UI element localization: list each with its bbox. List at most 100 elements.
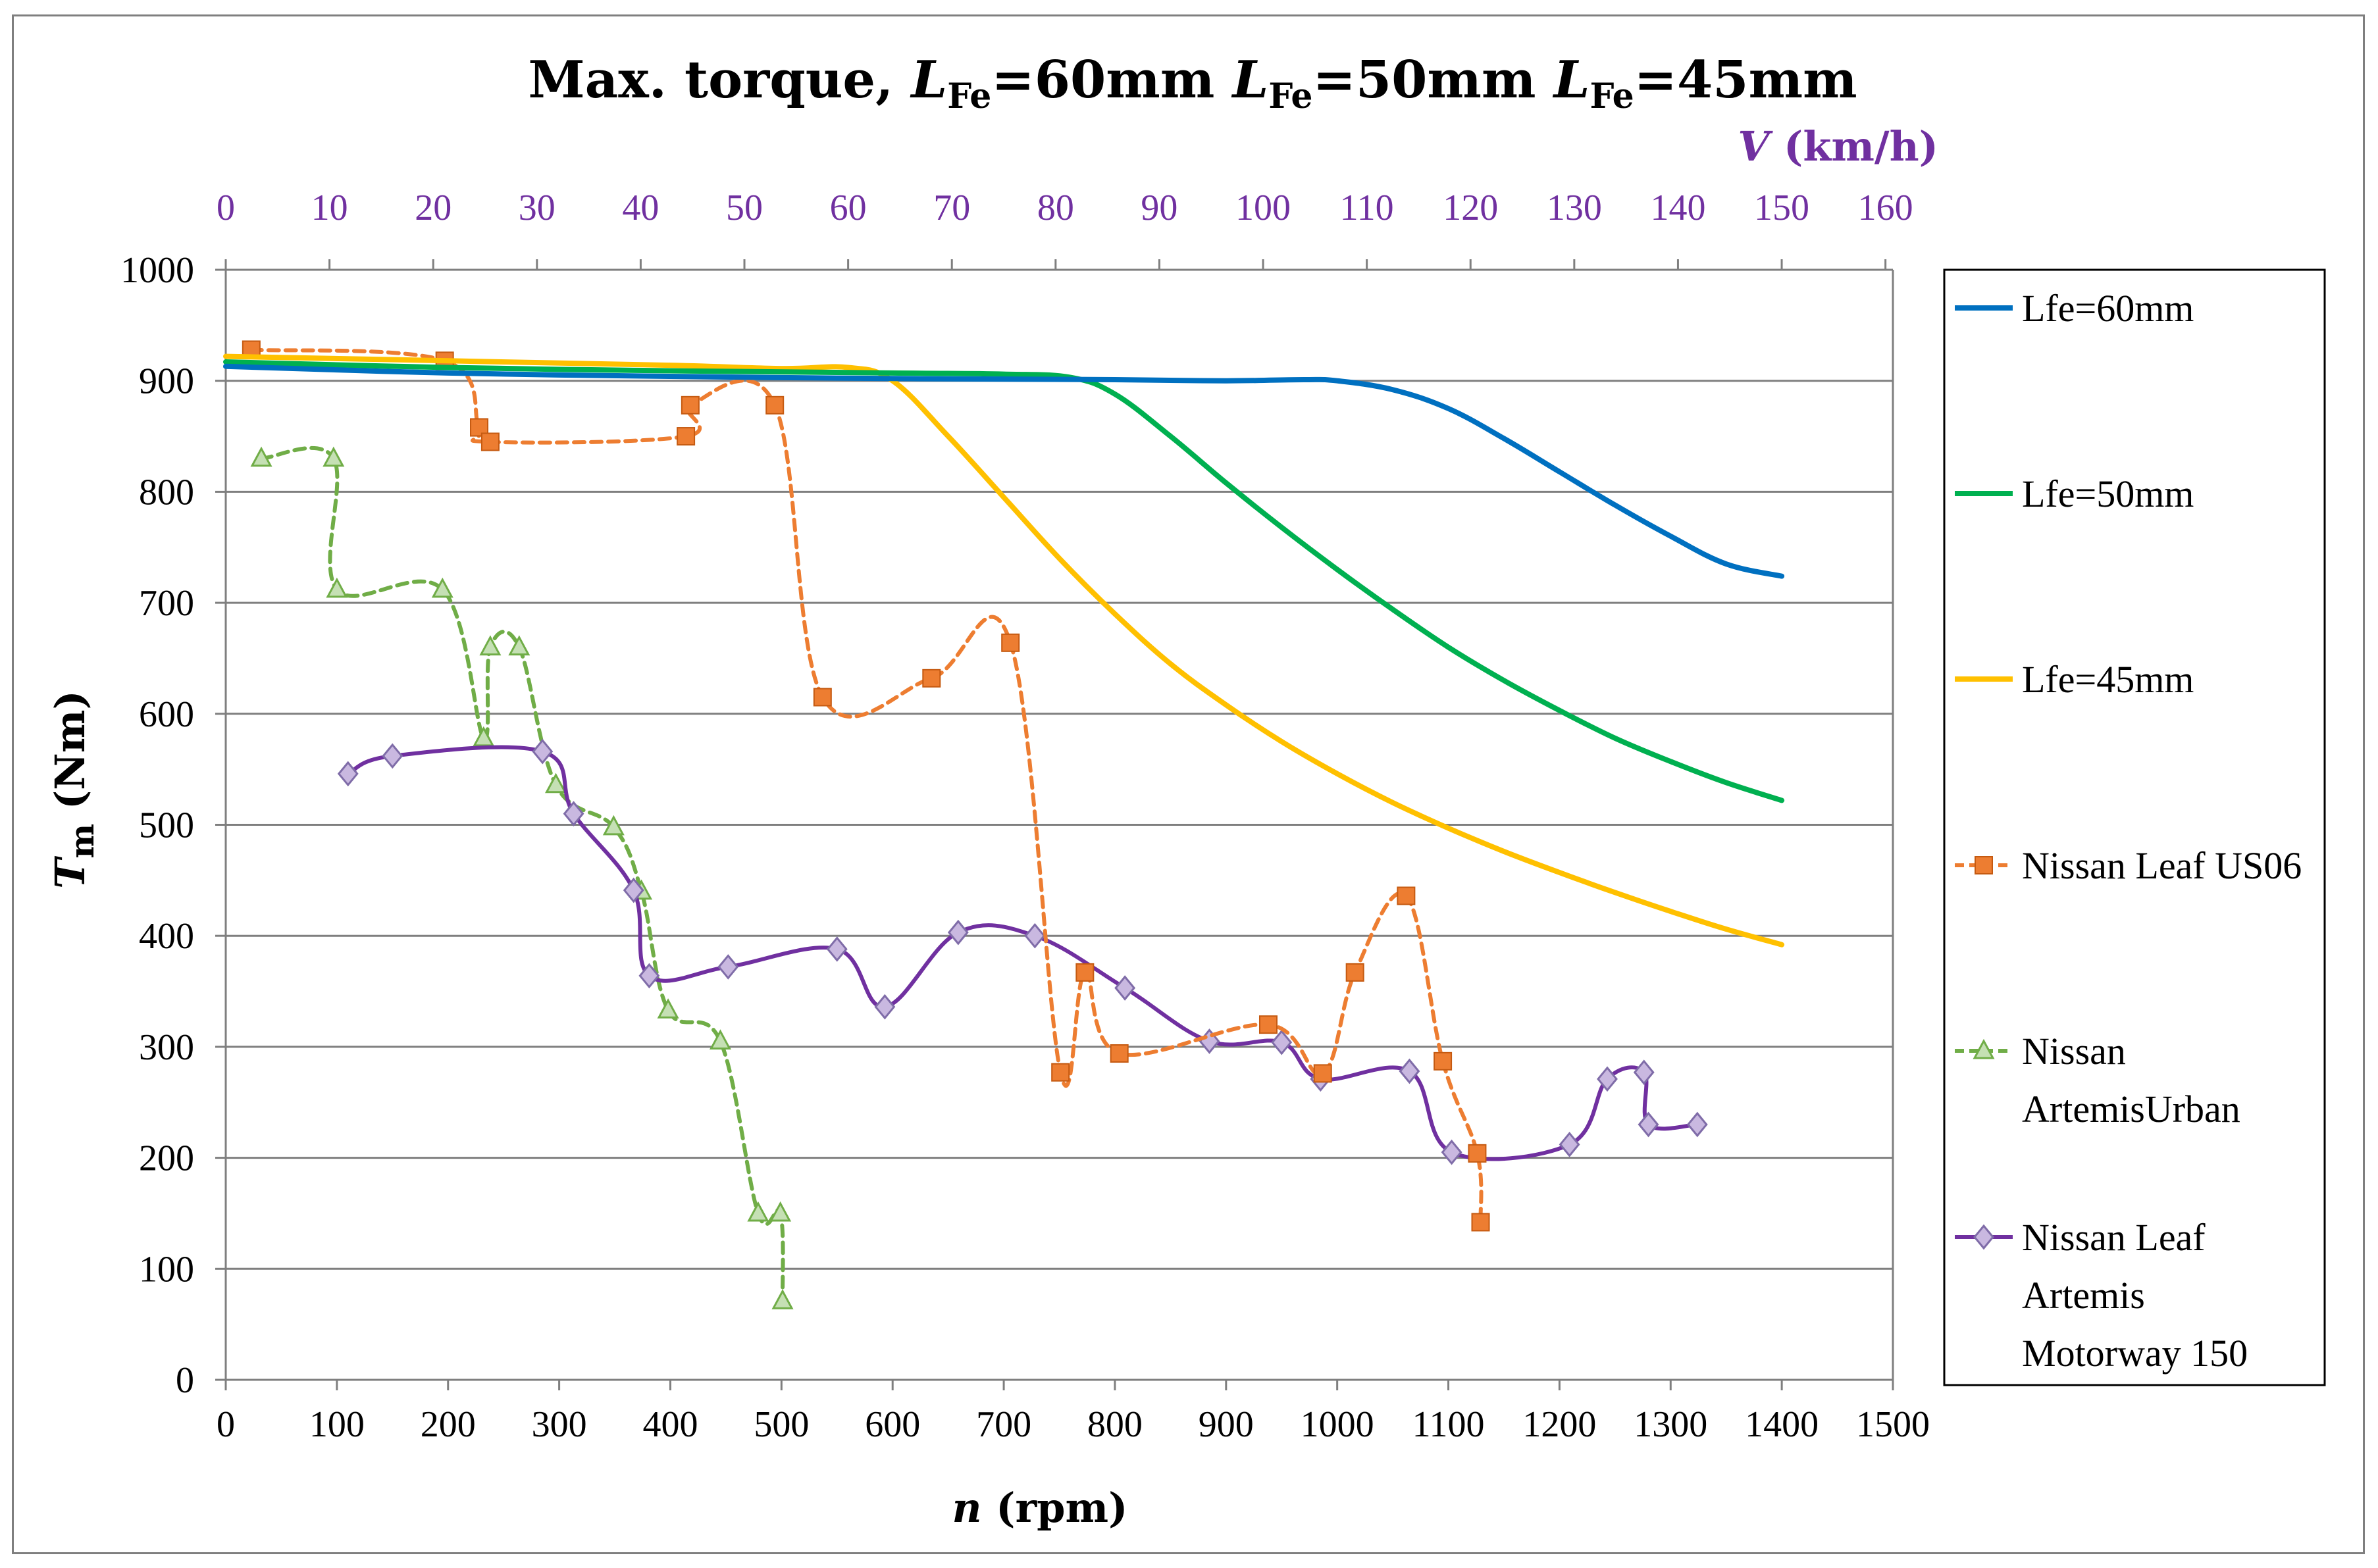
y-axis-var: T [46,856,94,889]
y-tick-label: 200 [139,1138,194,1179]
axes [215,259,1894,1390]
x-tick-label: 500 [754,1404,809,1445]
data-point-square [1110,1044,1129,1063]
top-tick-label: 100 [1235,188,1291,228]
legend-label: Lfe=45mm [2022,658,2194,701]
x-axis-ticks: 0 100 200 300 400 500 600 700 800 900 1000 1100 1200… [217,1404,1930,1445]
data-point-diamond [563,801,584,826]
legend-item: Lfe=45mm [1955,658,2194,701]
data-point-square [1471,1213,1490,1232]
title-subscript: Fe [1268,76,1312,116]
data-point-diamond [1559,1131,1580,1157]
top-tick-label: 0 [217,188,235,228]
data-point-diamond [874,994,896,1020]
legend-item: Nissan ArtemisUrban [1955,1030,2240,1130]
top-axis-unit: (km/h) [1769,122,1938,170]
x-tick-label: 1100 [1412,1404,1485,1445]
y-tick-label: 900 [139,361,194,402]
y-tick-label: 500 [139,805,194,846]
y-tick-label: 1000 [120,250,194,291]
title-subscript: Fe [1590,76,1634,116]
data-point-diamond [1114,975,1136,1001]
data-point-square [1313,1064,1332,1083]
x-tick-label: 100 [309,1404,365,1445]
series-line [223,359,1785,803]
data-point-square [1434,1051,1453,1071]
data-point-triangle [771,1289,794,1309]
title-variable: L [910,50,947,110]
x-tick-label: 800 [1087,1404,1143,1445]
y-axis-unit: (Nm) [46,690,94,824]
series-line [223,353,1785,948]
data-point-triangle [508,635,530,656]
data-point-diamond [826,936,848,962]
data-point-square [1001,633,1020,652]
data-point-diamond [532,738,554,765]
x-tick-label: 400 [642,1404,698,1445]
data-point-square [813,688,832,707]
data-point-diamond [337,761,359,787]
top-tick-label: 20 [415,188,452,228]
legend-item: Lfe=60mm [1955,287,2194,330]
data-point-square [1468,1144,1487,1163]
data-point-diamond [1686,1111,1708,1138]
top-tick-label: 140 [1650,188,1705,228]
legend-label: Nissan [2022,1030,2126,1073]
y-tick-label: 300 [139,1027,194,1068]
data-point-square [1258,1015,1278,1034]
series-lfe-45mm [223,353,1785,948]
top-axis-var: V [1738,122,1773,170]
y-tick-label: 400 [139,916,194,957]
data-point-triangle [431,577,453,598]
title-subscript: Fe [947,76,991,116]
data-point-triangle [323,446,345,467]
title-value: =50mm [1313,50,1536,110]
legend-label: Nissan Leaf US06 [2022,844,2302,887]
y-axis-ticks: 0 100 200 300 400 500 600 700 800 900 1000 [120,250,194,1401]
x-tick-label: 200 [421,1404,476,1445]
x-axis-unit: (rpm) [982,1484,1128,1532]
y-tick-label: 600 [139,694,194,735]
data-point-diamond [1399,1058,1420,1084]
data-point-diamond [1271,1029,1293,1055]
series-nissan-leaf-artemis-motorway-150 [337,738,1708,1165]
data-point-triangle [250,446,272,467]
top-tick-label: 70 [933,188,970,228]
data-point-square [1345,963,1364,982]
legend-label: Lfe=50mm [2022,472,2194,515]
y-tick-label: 100 [139,1249,194,1290]
series-line [346,745,1699,1161]
data-point-triangle [709,1029,731,1050]
x-tick-label: 900 [1199,1404,1254,1445]
y-tick-label: 700 [139,583,194,624]
legend-item: Nissan Leaf Artemis Motorway 150 [1955,1216,2248,1375]
y-axis-label: Tm (Nm) [46,690,101,889]
data-point-diamond [1633,1059,1655,1086]
x-tick-label: 0 [217,1404,235,1445]
y-tick-label: 800 [139,472,194,513]
data-point-square [677,427,696,446]
legend-label: Motorway 150 [2022,1332,2248,1375]
top-tick-label: 120 [1443,188,1498,228]
legend-label: Lfe=60mm [2022,287,2194,330]
legend-label: Nissan Leaf [2022,1216,2206,1259]
legend: Lfe=60mm Lfe=50mm Lfe=45mm Nissan Leaf US06… [1943,268,2326,1386]
x-tick-label: 1300 [1634,1404,1707,1445]
x-axis-label: n (rpm) [952,1484,1128,1532]
data-point-triangle [769,1201,792,1222]
top-tick-label: 130 [1547,188,1602,228]
top-tick-label: 110 [1340,188,1394,228]
data-point-triangle [479,635,502,656]
series-nissan-leaf-us06 [242,340,1490,1232]
x-tick-label: 1000 [1301,1404,1374,1445]
title-value: =60mm [991,50,1214,110]
series-line [259,445,785,1303]
data-point-triangle [657,998,679,1019]
data-point-diamond [382,743,403,769]
data-point-square [922,669,941,688]
legend-marker [1975,856,1993,874]
data-point-triangle [326,577,348,598]
legend-marker [1973,1224,1994,1250]
data-point-diamond [623,877,644,903]
legend-marker [1973,1038,1995,1059]
